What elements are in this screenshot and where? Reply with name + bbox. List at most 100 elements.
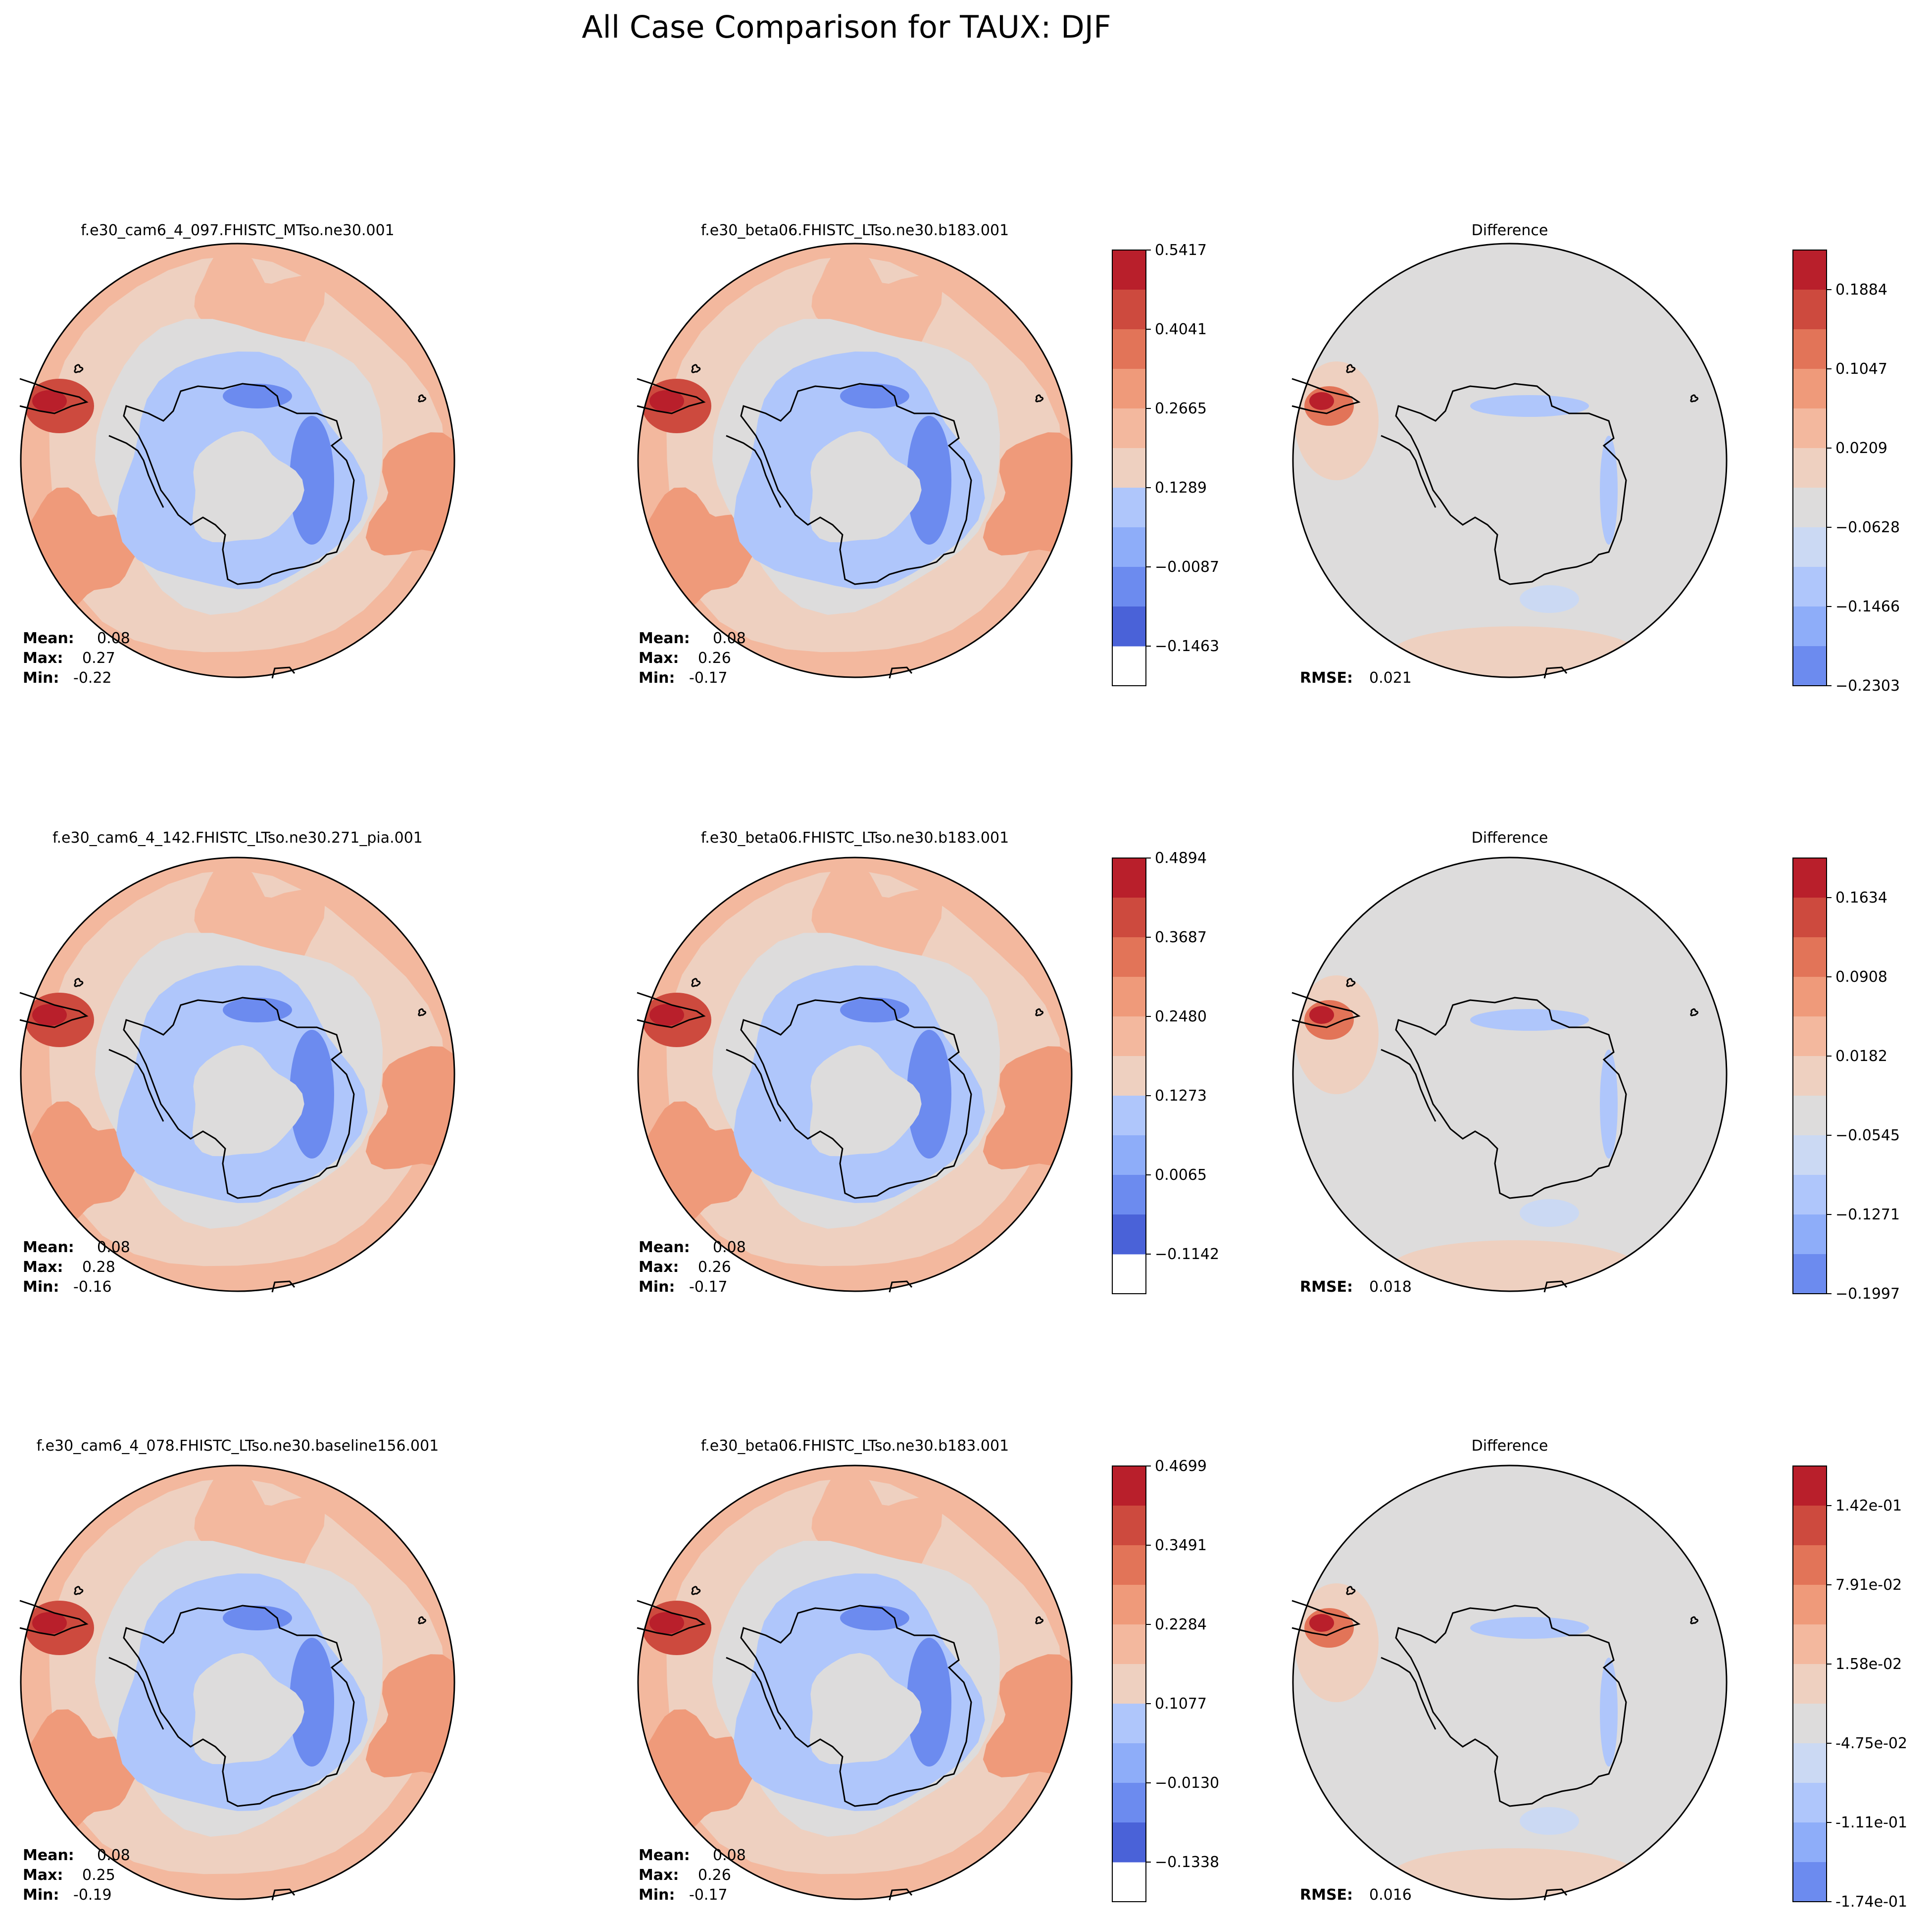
diff-easterly-north	[1470, 1009, 1589, 1031]
stat-min-r1-test: Min: -0.22	[23, 668, 130, 688]
island-coastline	[1035, 1008, 1044, 1016]
colorbar-segment	[1793, 1135, 1827, 1175]
figure-title: All Case Comparison for TAUX: DJF	[582, 9, 1111, 45]
colorbar-segment	[1793, 977, 1827, 1017]
peninsula-coastline	[726, 1657, 782, 1730]
colorbar-segment	[1112, 290, 1146, 330]
map-boundary	[637, 1465, 1073, 1900]
stats-box-r3-diff: RMSE: 0.016	[1300, 1885, 1412, 1905]
colorbar-segment	[1112, 1466, 1146, 1506]
diff-easterly-south	[1520, 1199, 1579, 1227]
colorbar-segment	[1793, 937, 1827, 977]
colorbar-tick-label: 0.3491	[1155, 1537, 1207, 1554]
colorbar-frame	[1792, 1465, 1827, 1902]
contour-fill-group	[638, 244, 1072, 677]
colorbar-segment	[1793, 606, 1827, 647]
diff-easterly-south	[1520, 585, 1579, 613]
colorbar-segment	[1793, 898, 1827, 938]
colorbar-tick-label: −0.0130	[1155, 1774, 1219, 1792]
colorbar-tick-label: 0.2284	[1155, 1616, 1207, 1633]
contour-fill-group	[21, 244, 454, 677]
colorbar-segment	[1112, 606, 1146, 647]
stat-min-label: Min:	[23, 1278, 59, 1296]
falklands-coastline	[1346, 978, 1356, 987]
antarctica-coastline	[123, 997, 355, 1199]
peninsula-coastline	[1381, 1049, 1437, 1122]
colorbar-segment	[1793, 1704, 1827, 1744]
colorbar-tick-label: −0.1997	[1835, 1285, 1900, 1303]
peninsula-coastline	[1381, 435, 1437, 508]
contour-easterly-core-north	[840, 384, 909, 408]
colorbar-segment	[1793, 1585, 1827, 1625]
stat-rmse-r1-diff: RMSE: 0.021	[1300, 668, 1412, 688]
colorbar-segment	[1112, 1016, 1146, 1057]
colorbar-segment	[1793, 1254, 1827, 1294]
stat-mean-r3-ref: Mean: 0.08	[639, 1846, 746, 1866]
contour-easterly-core-north	[223, 998, 292, 1022]
colorbar-segment	[1793, 1466, 1827, 1506]
panel-title-r1-ref: f.e30_beta06.FHISTC_LTso.ne30.b183.001	[700, 222, 1009, 239]
colorbar-segment	[1112, 488, 1146, 528]
colorbar-segment	[1112, 937, 1146, 977]
colorbar-segment	[1112, 1135, 1146, 1175]
colorbar-segment	[1793, 329, 1827, 369]
map-boundary	[637, 857, 1073, 1292]
south-america-coastline	[637, 992, 706, 1028]
colorbar-segment	[1793, 1862, 1827, 1902]
peninsula-coastline	[108, 1049, 164, 1122]
colorbar-tick-label: -1.11e-01	[1835, 1814, 1907, 1831]
polar-map-r1-diff	[1291, 243, 1728, 679]
colorbar-frame	[1112, 1465, 1146, 1902]
colorbar-segment	[1112, 977, 1146, 1017]
falklands-coastline	[74, 1586, 84, 1595]
colorbar-segment	[1112, 858, 1146, 898]
island-coastline	[418, 394, 427, 403]
contour-interior-band	[809, 1653, 922, 1765]
stat-mean-value: 0.08	[713, 1847, 746, 1864]
antarctica-coastline	[1395, 383, 1627, 585]
peninsula-coastline	[726, 1049, 782, 1122]
south-america-coastline	[637, 378, 706, 414]
colorbar-segment	[1793, 527, 1827, 567]
colorbar-tick-label: 0.5417	[1155, 242, 1207, 259]
south-america-coastline	[1291, 378, 1361, 414]
stat-max-label: Max:	[639, 1259, 679, 1276]
south-america-coastline	[1291, 992, 1361, 1028]
falklands-coastline	[691, 1586, 701, 1595]
contour-interior-band	[192, 431, 304, 543]
colorbar-segment	[1793, 408, 1827, 449]
colorbar-segment	[1793, 250, 1827, 290]
stat-min-label: Min:	[639, 1886, 675, 1904]
south-america-coastline	[19, 378, 89, 414]
colorbar-tick-label: 0.1634	[1835, 889, 1887, 907]
colorbar-tick-label: -1.74e-01	[1835, 1893, 1907, 1911]
contour-fill-group	[21, 1465, 454, 1899]
colorbar-segment	[1112, 898, 1146, 938]
colorbar-r2-diff: 0.1634 0.0908 0.0182 −0.0545 −0.1271 −0.1997	[1792, 858, 1900, 1303]
colorbar-segment	[1793, 488, 1827, 528]
colorbar-tick-label: −0.1142	[1155, 1246, 1219, 1263]
contour-easterly-core-east	[907, 416, 951, 545]
colorbar-segment	[1793, 858, 1827, 898]
polar-map-r3-ref	[637, 1465, 1073, 1901]
contour-interior-band	[192, 1653, 304, 1765]
stat-max-r1-ref: Max: 0.26	[639, 649, 746, 668]
colorbar-tick-label: 0.0182	[1835, 1048, 1887, 1065]
colorbar-tick-label: 0.1047	[1835, 360, 1887, 378]
colorbar-tick-label: 1.58e-02	[1835, 1656, 1902, 1673]
colorbar-segment	[1112, 527, 1146, 567]
stat-min-r3-test: Min: -0.19	[23, 1885, 130, 1905]
contour-easterly-core-east	[907, 1638, 951, 1767]
contour-patch-east	[365, 1654, 454, 1777]
map-boundary	[1292, 857, 1728, 1292]
diff-patch-south	[1391, 1240, 1638, 1291]
colorbar-segment	[1112, 1704, 1146, 1744]
diff-patch-south	[1391, 1848, 1638, 1899]
diff-patch-south	[1391, 626, 1638, 677]
stat-max-label: Max:	[23, 1867, 63, 1884]
stat-rmse-r3-diff: RMSE: 0.016	[1300, 1885, 1412, 1905]
stats-box-r2-ref: Mean: 0.08 Max: 0.26 Min: -0.17	[639, 1238, 746, 1297]
diff-easterly-east	[1600, 1658, 1618, 1767]
colorbar-r2-field: 0.4894 0.3687 0.2480 0.1273 0.0065 −0.1142	[1112, 850, 1219, 1294]
stat-min-value: -0.17	[689, 1278, 728, 1296]
